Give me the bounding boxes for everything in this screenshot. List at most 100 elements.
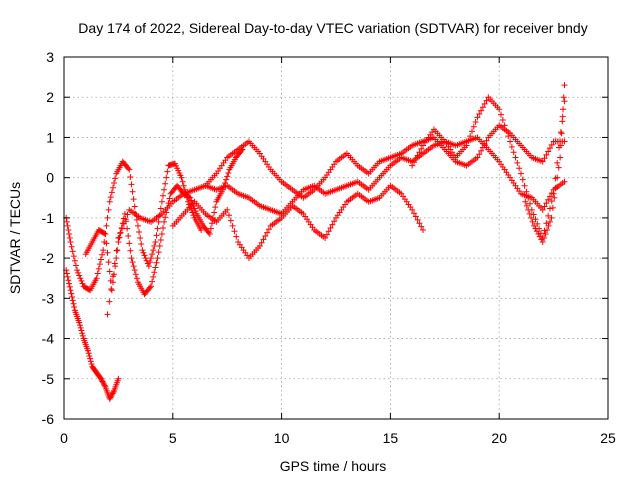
data-point xyxy=(148,255,155,262)
data-point xyxy=(539,239,546,246)
data-point xyxy=(150,273,157,280)
data-point xyxy=(153,259,160,266)
data-point xyxy=(212,204,219,211)
data-point xyxy=(70,300,77,307)
data-point xyxy=(97,256,104,263)
data-point xyxy=(158,198,165,205)
data-point xyxy=(548,141,555,148)
data-point xyxy=(523,188,530,195)
data-point xyxy=(552,184,559,191)
data-point xyxy=(126,166,133,173)
data-point xyxy=(127,247,134,254)
data-point xyxy=(180,182,187,189)
data-point xyxy=(131,267,138,274)
data-point xyxy=(528,214,535,221)
x-tick-label: 5 xyxy=(169,430,177,446)
data-point xyxy=(154,255,161,262)
data-point xyxy=(109,184,116,191)
data-point xyxy=(467,133,474,140)
data-point xyxy=(535,230,542,237)
data-point xyxy=(557,154,564,161)
data-point xyxy=(226,212,233,219)
data-point xyxy=(538,236,545,243)
data-point xyxy=(63,270,70,277)
data-point xyxy=(105,206,112,213)
data-point xyxy=(559,118,566,125)
data-point xyxy=(545,212,552,219)
data-point xyxy=(163,174,170,181)
data-point xyxy=(469,128,475,135)
data-point xyxy=(152,239,159,246)
data-point xyxy=(71,304,78,311)
data-point xyxy=(128,181,135,188)
data-point xyxy=(131,203,138,210)
data-point xyxy=(66,280,73,287)
data-point xyxy=(107,394,114,401)
data-point xyxy=(154,225,161,232)
data-point xyxy=(109,279,116,286)
data-point xyxy=(478,107,485,114)
data-point xyxy=(87,355,94,362)
data-point xyxy=(120,220,127,227)
data-point xyxy=(119,225,126,232)
y-tick-label: -5 xyxy=(42,371,55,387)
data-point xyxy=(151,269,158,276)
data-point xyxy=(541,227,548,234)
y-axis-label: SDTVAR / TECUs xyxy=(7,182,23,294)
data-point xyxy=(122,216,129,223)
data-point xyxy=(260,236,267,243)
data-point xyxy=(75,269,82,276)
data-point xyxy=(178,174,185,181)
data-point xyxy=(227,217,234,224)
data-point xyxy=(527,200,534,207)
data-point xyxy=(127,173,134,180)
data-point xyxy=(157,205,164,212)
data-point xyxy=(84,347,91,354)
series-A xyxy=(63,267,122,402)
data-point xyxy=(533,228,540,235)
x-tick-label: 10 xyxy=(274,430,290,446)
data-point xyxy=(125,232,132,239)
data-point xyxy=(546,145,553,152)
data-point xyxy=(479,144,486,151)
data-point xyxy=(264,229,271,236)
data-point xyxy=(146,259,153,266)
data-point xyxy=(536,233,543,240)
data-point xyxy=(97,375,104,382)
data-point xyxy=(72,262,79,269)
data-point xyxy=(76,319,83,326)
data-point xyxy=(262,232,269,239)
data-point xyxy=(499,117,506,124)
data-point xyxy=(418,223,425,230)
data-point xyxy=(546,205,553,212)
data-point xyxy=(116,234,123,241)
data-point xyxy=(99,251,106,258)
data-point xyxy=(155,249,162,256)
data-point xyxy=(554,174,561,181)
data-point xyxy=(530,211,537,218)
data-point xyxy=(512,154,519,161)
data-point xyxy=(548,198,555,205)
data-point xyxy=(155,218,162,225)
data-point xyxy=(95,265,102,272)
data-point xyxy=(329,221,336,228)
data-point xyxy=(111,260,118,267)
data-point xyxy=(143,257,150,264)
data-point xyxy=(106,395,113,402)
data-point xyxy=(412,155,419,162)
data-point xyxy=(463,142,470,149)
data-point xyxy=(79,280,86,287)
data-point xyxy=(207,225,214,232)
data-point xyxy=(561,138,568,145)
data-point xyxy=(149,251,156,258)
data-point xyxy=(544,226,551,233)
x-tick-label: 20 xyxy=(491,430,507,446)
data-point xyxy=(114,247,121,254)
y-tick-label: 1 xyxy=(46,129,54,145)
data-point xyxy=(136,228,143,235)
data-point xyxy=(414,216,421,223)
data-point xyxy=(186,194,193,201)
data-point xyxy=(102,230,109,237)
data-point xyxy=(542,230,549,237)
series-B xyxy=(63,158,205,294)
